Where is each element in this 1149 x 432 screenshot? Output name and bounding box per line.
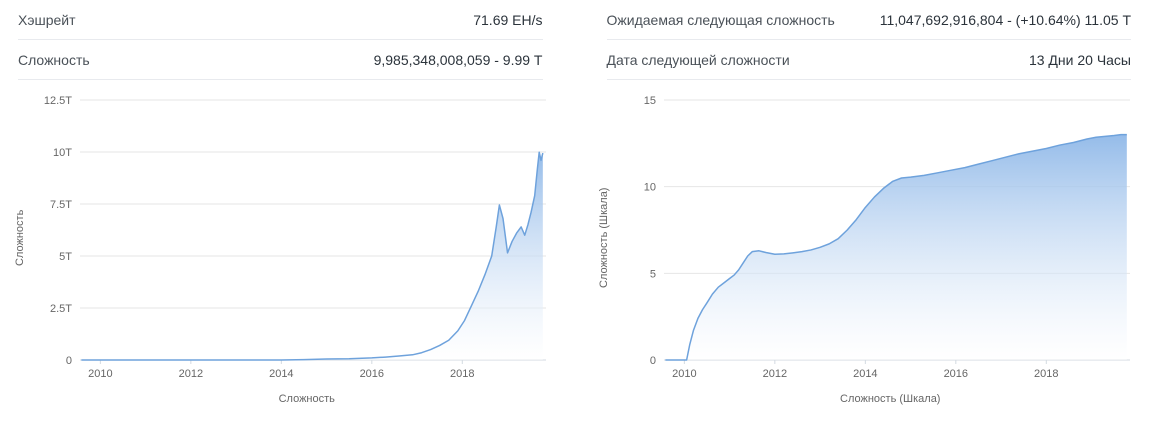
svg-text:10: 10 xyxy=(643,182,655,194)
y-axis-title-difficulty: Сложность xyxy=(14,209,26,267)
svg-text:2018: 2018 xyxy=(450,368,474,380)
svg-text:0: 0 xyxy=(649,355,655,367)
svg-text:2016: 2016 xyxy=(943,368,967,380)
svg-text:2014: 2014 xyxy=(269,368,293,380)
difficulty-linear-plot[interactable]: 0 2.5T 5T 7.5T 10T 12.5T 2010 2012 2014 2016 2018 xyxy=(32,92,552,384)
hashrate-value: 71.69 EH/s xyxy=(473,11,543,28)
stat-row-difficulty: Сложность 9,985,348,008,059 - 9.99 Т xyxy=(18,40,543,80)
svg-text:2018: 2018 xyxy=(1034,368,1058,380)
svg-text:2012: 2012 xyxy=(179,368,203,380)
svg-text:5: 5 xyxy=(649,268,655,280)
svg-text:0: 0 xyxy=(66,355,72,367)
svg-text:5T: 5T xyxy=(59,251,72,263)
difficulty-log-plot[interactable]: 0 5 10 15 2010 2012 2014 2016 2018 xyxy=(616,92,1136,384)
stats-col-right: Ожидаемая следующая сложность 11,047,692… xyxy=(606,0,1131,80)
difficulty-label: Сложность xyxy=(18,51,90,68)
stat-row-next-difficulty: Ожидаемая следующая сложность 11,047,692… xyxy=(606,0,1131,40)
stats-panel: Хэшрейт 71.69 EH/s Сложность 9,985,348,0… xyxy=(0,0,1149,80)
chart-svg: 0 5 10 15 2010 2012 2014 2016 2018 xyxy=(643,95,1130,380)
stat-row-next-difficulty-date: Дата следующей сложности 13 Дни 20 Часы xyxy=(606,40,1131,80)
svg-text:2.5T: 2.5T xyxy=(50,303,72,315)
svg-text:2016: 2016 xyxy=(360,368,384,380)
svg-text:12.5T: 12.5T xyxy=(44,95,72,107)
next-difficulty-date-value: 13 Дни 20 Часы xyxy=(1028,51,1131,68)
svg-text:7.5T: 7.5T xyxy=(50,199,72,211)
difficulty-linear-chart: Сложность 0 2.5T 5T 7.5T 10T 12.5T 2010 2012 201… xyxy=(14,92,552,411)
next-difficulty-value: 11,047,692,916,804 - (+10.64%) 11.05 Т xyxy=(879,11,1131,28)
svg-text:10T: 10T xyxy=(53,147,72,159)
difficulty-log-chart-body: Сложность (Шкала) 0 5 10 15 2010 2012 2014 2016… xyxy=(598,92,1136,384)
hashrate-label: Хэшрейт xyxy=(18,11,76,28)
next-difficulty-date-label: Дата следующей сложности xyxy=(606,51,790,68)
svg-text:15: 15 xyxy=(643,95,655,107)
svg-text:2014: 2014 xyxy=(853,368,877,380)
svg-text:2012: 2012 xyxy=(762,368,786,380)
svg-text:2010: 2010 xyxy=(672,368,696,380)
x-axis-label-difficulty-scale: Сложность (Шкала) xyxy=(840,393,941,405)
difficulty-log-chart: Сложность (Шкала) 0 5 10 15 2010 2012 2014 2016… xyxy=(598,92,1136,411)
svg-text:2010: 2010 xyxy=(88,368,112,380)
charts-row: Сложность 0 2.5T 5T 7.5T 10T 12.5T 2010 2012 201… xyxy=(0,80,1149,411)
stat-row-hashrate: Хэшрейт 71.69 EH/s xyxy=(18,0,543,40)
y-axis-title-difficulty-scale: Сложность (Шкала) xyxy=(597,187,610,289)
x-axis-label-difficulty: Сложность xyxy=(278,393,335,405)
difficulty-linear-chart-body: Сложность 0 2.5T 5T 7.5T 10T 12.5T 2010 2012 201… xyxy=(14,92,552,384)
chart-svg: 0 2.5T 5T 7.5T 10T 12.5T 2010 2012 2014 2016 2018 xyxy=(44,95,546,380)
stats-col-left: Хэшрейт 71.69 EH/s Сложность 9,985,348,0… xyxy=(18,0,543,80)
next-difficulty-label: Ожидаемая следующая сложность xyxy=(606,11,835,28)
difficulty-value: 9,985,348,008,059 - 9.99 Т xyxy=(373,51,543,68)
